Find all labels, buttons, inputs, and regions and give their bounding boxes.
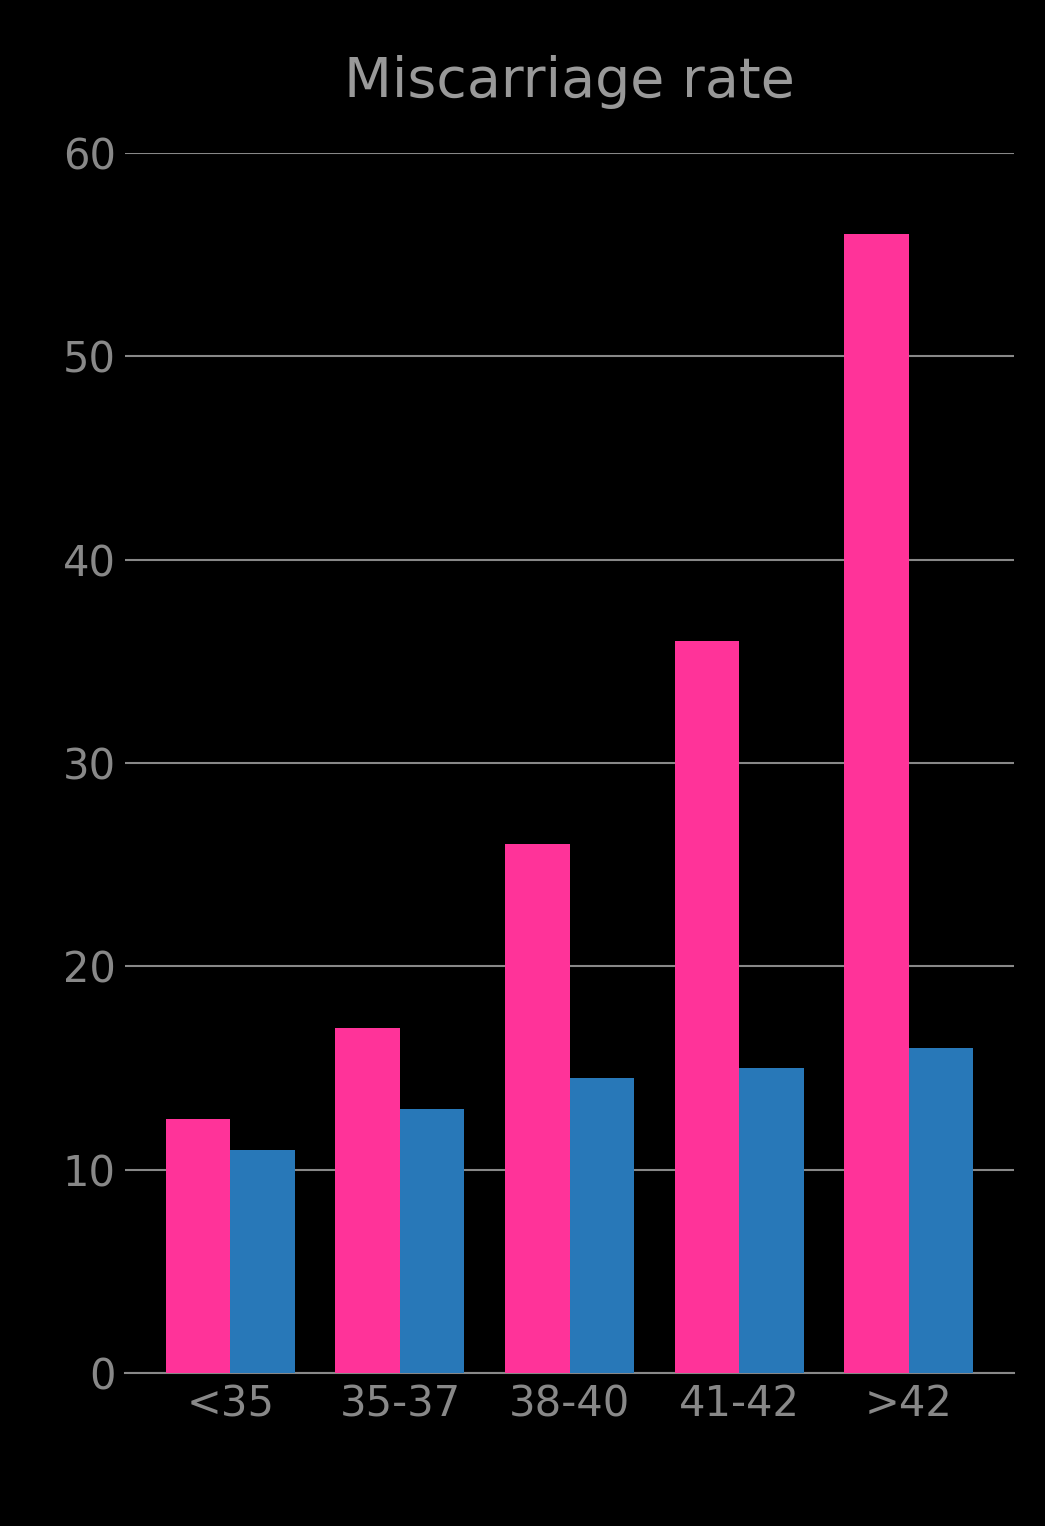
Bar [166,1119,230,1373]
Title: Miscarriage rate: Miscarriage rate [344,55,795,108]
Bar [505,844,570,1373]
Bar [675,641,739,1373]
Bar [739,1068,804,1373]
Bar [844,233,909,1373]
Bar [909,1048,973,1373]
Bar [230,1149,295,1373]
Bar [335,1027,400,1373]
Bar [570,1079,634,1373]
Bar [400,1109,464,1373]
